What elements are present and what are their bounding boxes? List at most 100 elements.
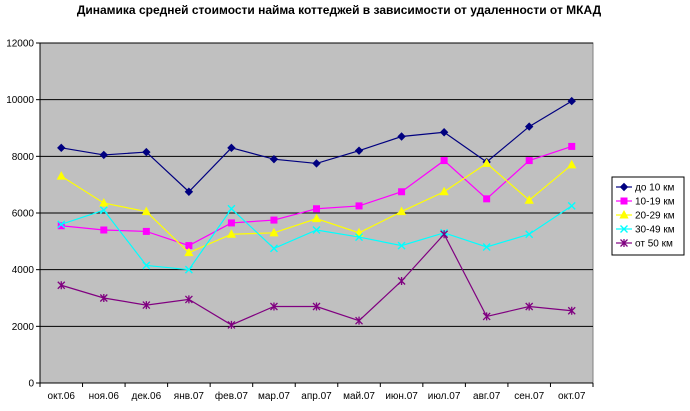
data-point	[619, 182, 629, 192]
series-2	[57, 142, 576, 250]
gridlines	[40, 42, 593, 327]
data-point	[398, 188, 406, 196]
x-tick-label: ноя.06	[89, 391, 120, 402]
data-point	[524, 122, 534, 131]
axes: 0 2000 4000 6000 8000 10000 12000 окт.06 ноя.06 д…	[6, 39, 594, 402]
x-tick-label: апр.07	[301, 391, 332, 402]
y-tick-label: 10000	[6, 95, 34, 106]
data-point	[567, 96, 576, 106]
legend-label: 20-29 км	[635, 211, 675, 222]
data-point	[269, 244, 278, 253]
data-point	[397, 132, 406, 141]
data-point	[184, 295, 193, 304]
data-point	[439, 186, 449, 196]
legend-label: 10-19 км	[635, 197, 675, 208]
data-point	[227, 219, 235, 227]
legend-item: 20-29 км	[616, 209, 675, 222]
data-point	[227, 143, 236, 153]
data-point	[355, 316, 363, 325]
data-point	[483, 195, 491, 203]
data-point	[57, 222, 65, 230]
data-point	[440, 157, 448, 165]
data-point	[312, 226, 321, 234]
legend-item: 10-19 км	[616, 197, 675, 208]
legend-item: до 10 км	[616, 183, 674, 194]
x-tick-label: окт.06	[48, 391, 76, 402]
data-point	[57, 220, 66, 229]
data-point	[99, 150, 109, 160]
data-point	[269, 154, 279, 164]
data-point	[227, 320, 236, 329]
x-tick-label: июл.07	[428, 391, 461, 402]
data-point	[620, 239, 628, 247]
x-tick-label: окт.07	[558, 391, 586, 402]
data-point	[142, 147, 151, 157]
data-point	[525, 230, 534, 239]
data-point	[99, 206, 108, 215]
data-point	[270, 302, 278, 311]
data-point	[397, 277, 406, 285]
data-point	[567, 306, 576, 315]
data-point	[142, 261, 151, 270]
data-point	[99, 198, 109, 207]
data-point	[620, 225, 628, 233]
data-point	[568, 142, 576, 150]
data-point	[57, 281, 66, 290]
y-tick-label: 4000	[12, 265, 35, 276]
x-tick-label: фев.07	[215, 390, 248, 402]
data-point	[482, 243, 491, 251]
series-3	[56, 158, 577, 257]
x-tick-label: авг.07	[473, 391, 501, 402]
data-point	[354, 227, 364, 237]
data-point	[354, 146, 364, 155]
data-point	[57, 143, 66, 153]
legend-label: от 50 км	[635, 239, 673, 250]
data-point	[184, 247, 194, 257]
x-tick-label: дек.06	[132, 391, 162, 402]
data-point	[312, 159, 321, 168]
data-point	[141, 206, 151, 216]
series-4	[57, 201, 576, 274]
data-point	[619, 209, 629, 219]
data-point	[355, 202, 363, 210]
x-tick-label: сен.07	[514, 391, 544, 402]
data-point	[525, 302, 534, 311]
data-point	[482, 158, 492, 167]
data-point	[270, 216, 278, 224]
y-tick-label: 2000	[12, 322, 35, 333]
data-point	[184, 187, 194, 196]
data-point	[525, 157, 533, 165]
data-point	[440, 230, 449, 239]
data-point	[524, 195, 534, 204]
x-tick-label: мар.07	[258, 391, 290, 402]
x-tick-label: май.07	[343, 391, 375, 402]
data-point	[620, 197, 628, 205]
data-point	[56, 171, 66, 180]
y-tick-label: 12000	[6, 39, 34, 50]
data-point	[396, 206, 407, 216]
legend-label: 30-49 км	[635, 225, 675, 236]
legend-item: 30-49 км	[616, 225, 675, 236]
data-point	[482, 312, 491, 321]
data-point	[100, 226, 108, 234]
data-point	[567, 159, 577, 169]
data-point	[269, 227, 279, 237]
data-point	[313, 205, 320, 213]
x-tick-label: янв.07	[174, 391, 205, 402]
series-group	[56, 96, 577, 329]
legend-label: до 10 км	[635, 183, 674, 194]
data-point	[311, 213, 322, 223]
data-point	[184, 265, 193, 274]
data-point	[142, 227, 150, 235]
data-point	[439, 128, 449, 137]
x-tick-label: июн.07	[385, 391, 418, 402]
data-point	[226, 229, 237, 238]
data-point	[397, 241, 406, 250]
data-point	[355, 233, 364, 242]
y-tick-label: 6000	[12, 209, 35, 220]
series-5	[57, 230, 576, 329]
data-point	[227, 204, 236, 213]
legend-item: от 50 км	[616, 239, 673, 250]
data-point	[142, 301, 151, 310]
